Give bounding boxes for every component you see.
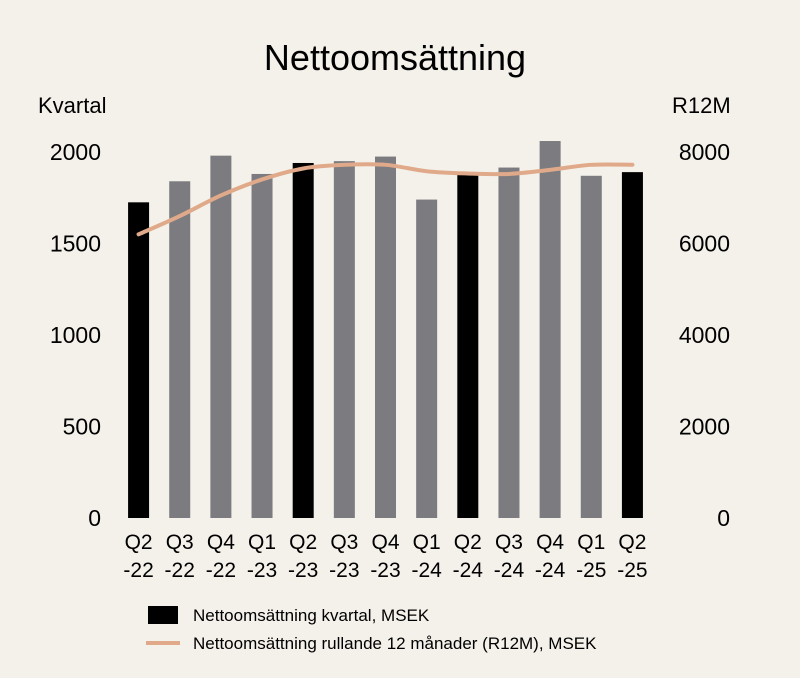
x-tick-7: Q1 -24 xyxy=(411,531,442,582)
chart-title: Nettoomsättning xyxy=(264,37,526,78)
y-right-tick-1: 2000 xyxy=(679,414,730,440)
y-axis-right-title: R12M xyxy=(672,93,731,118)
x-tick-4: Q2 -23 xyxy=(288,531,318,582)
x-tick-2: Q4 -22 xyxy=(206,531,236,582)
r12m-line xyxy=(136,162,635,237)
y-axis-left: 0 500 1000 1500 2000 xyxy=(50,139,101,531)
x-tick-0: Q2 -22 xyxy=(123,531,153,582)
bar-6 xyxy=(375,156,396,518)
y-left-tick-4: 2000 xyxy=(50,139,101,165)
x-tick-9: Q3 -24 xyxy=(494,531,525,582)
x-tick-6: Q4 -23 xyxy=(370,531,400,582)
x-tick-3: Q1 -23 xyxy=(247,531,277,582)
y-left-tick-2: 1000 xyxy=(50,322,101,348)
x-tick-5: Q3 -23 xyxy=(329,531,359,582)
y-axis-right: 0 2000 4000 6000 8000 xyxy=(679,139,730,531)
bar-4 xyxy=(292,162,314,519)
y-right-tick-4: 8000 xyxy=(679,139,730,165)
bar-2 xyxy=(210,155,232,518)
x-tick-10: Q4 -24 xyxy=(535,531,566,582)
bar-10 xyxy=(539,141,561,518)
bar-0 xyxy=(128,202,150,518)
y-left-tick-0: 0 xyxy=(88,505,101,531)
legend-bar-swatch xyxy=(148,606,178,624)
x-tick-8: Q2 -24 xyxy=(453,531,484,582)
bar-11 xyxy=(580,175,602,519)
y-left-tick-3: 1500 xyxy=(50,231,101,257)
y-right-tick-0: 0 xyxy=(717,505,730,531)
bar-12 xyxy=(621,172,643,518)
legend-bar-label: Nettoomsättning kvartal, MSEK xyxy=(193,606,430,625)
bar-9 xyxy=(498,167,520,518)
y-left-tick-1: 500 xyxy=(63,414,101,440)
x-tick-12: Q2 -25 xyxy=(617,531,647,582)
x-tick-1: Q3 -22 xyxy=(165,531,195,582)
bar-5 xyxy=(333,161,355,518)
legend-line-label: Nettoomsättning rullande 12 månader (R12… xyxy=(193,634,597,653)
bars-group xyxy=(128,141,643,519)
bar-1 xyxy=(169,181,191,518)
x-axis: Q2 -22 Q3 -22 Q4 -22 Q1 -23 Q2 -23 Q3 -23 Q4 -23 Q1 -24… xyxy=(123,531,647,582)
line-group xyxy=(136,162,635,237)
y-right-tick-3: 6000 xyxy=(679,231,730,257)
y-axis-left-title: Kvartal xyxy=(38,93,106,118)
y-right-tick-2: 4000 xyxy=(679,322,730,348)
x-tick-11: Q1 -25 xyxy=(576,531,606,582)
bar-7 xyxy=(416,199,438,518)
legend: Nettoomsättning kvartal, MSEK Nettoomsät… xyxy=(146,606,597,653)
bar-3 xyxy=(251,173,273,518)
bar-8 xyxy=(457,173,479,518)
